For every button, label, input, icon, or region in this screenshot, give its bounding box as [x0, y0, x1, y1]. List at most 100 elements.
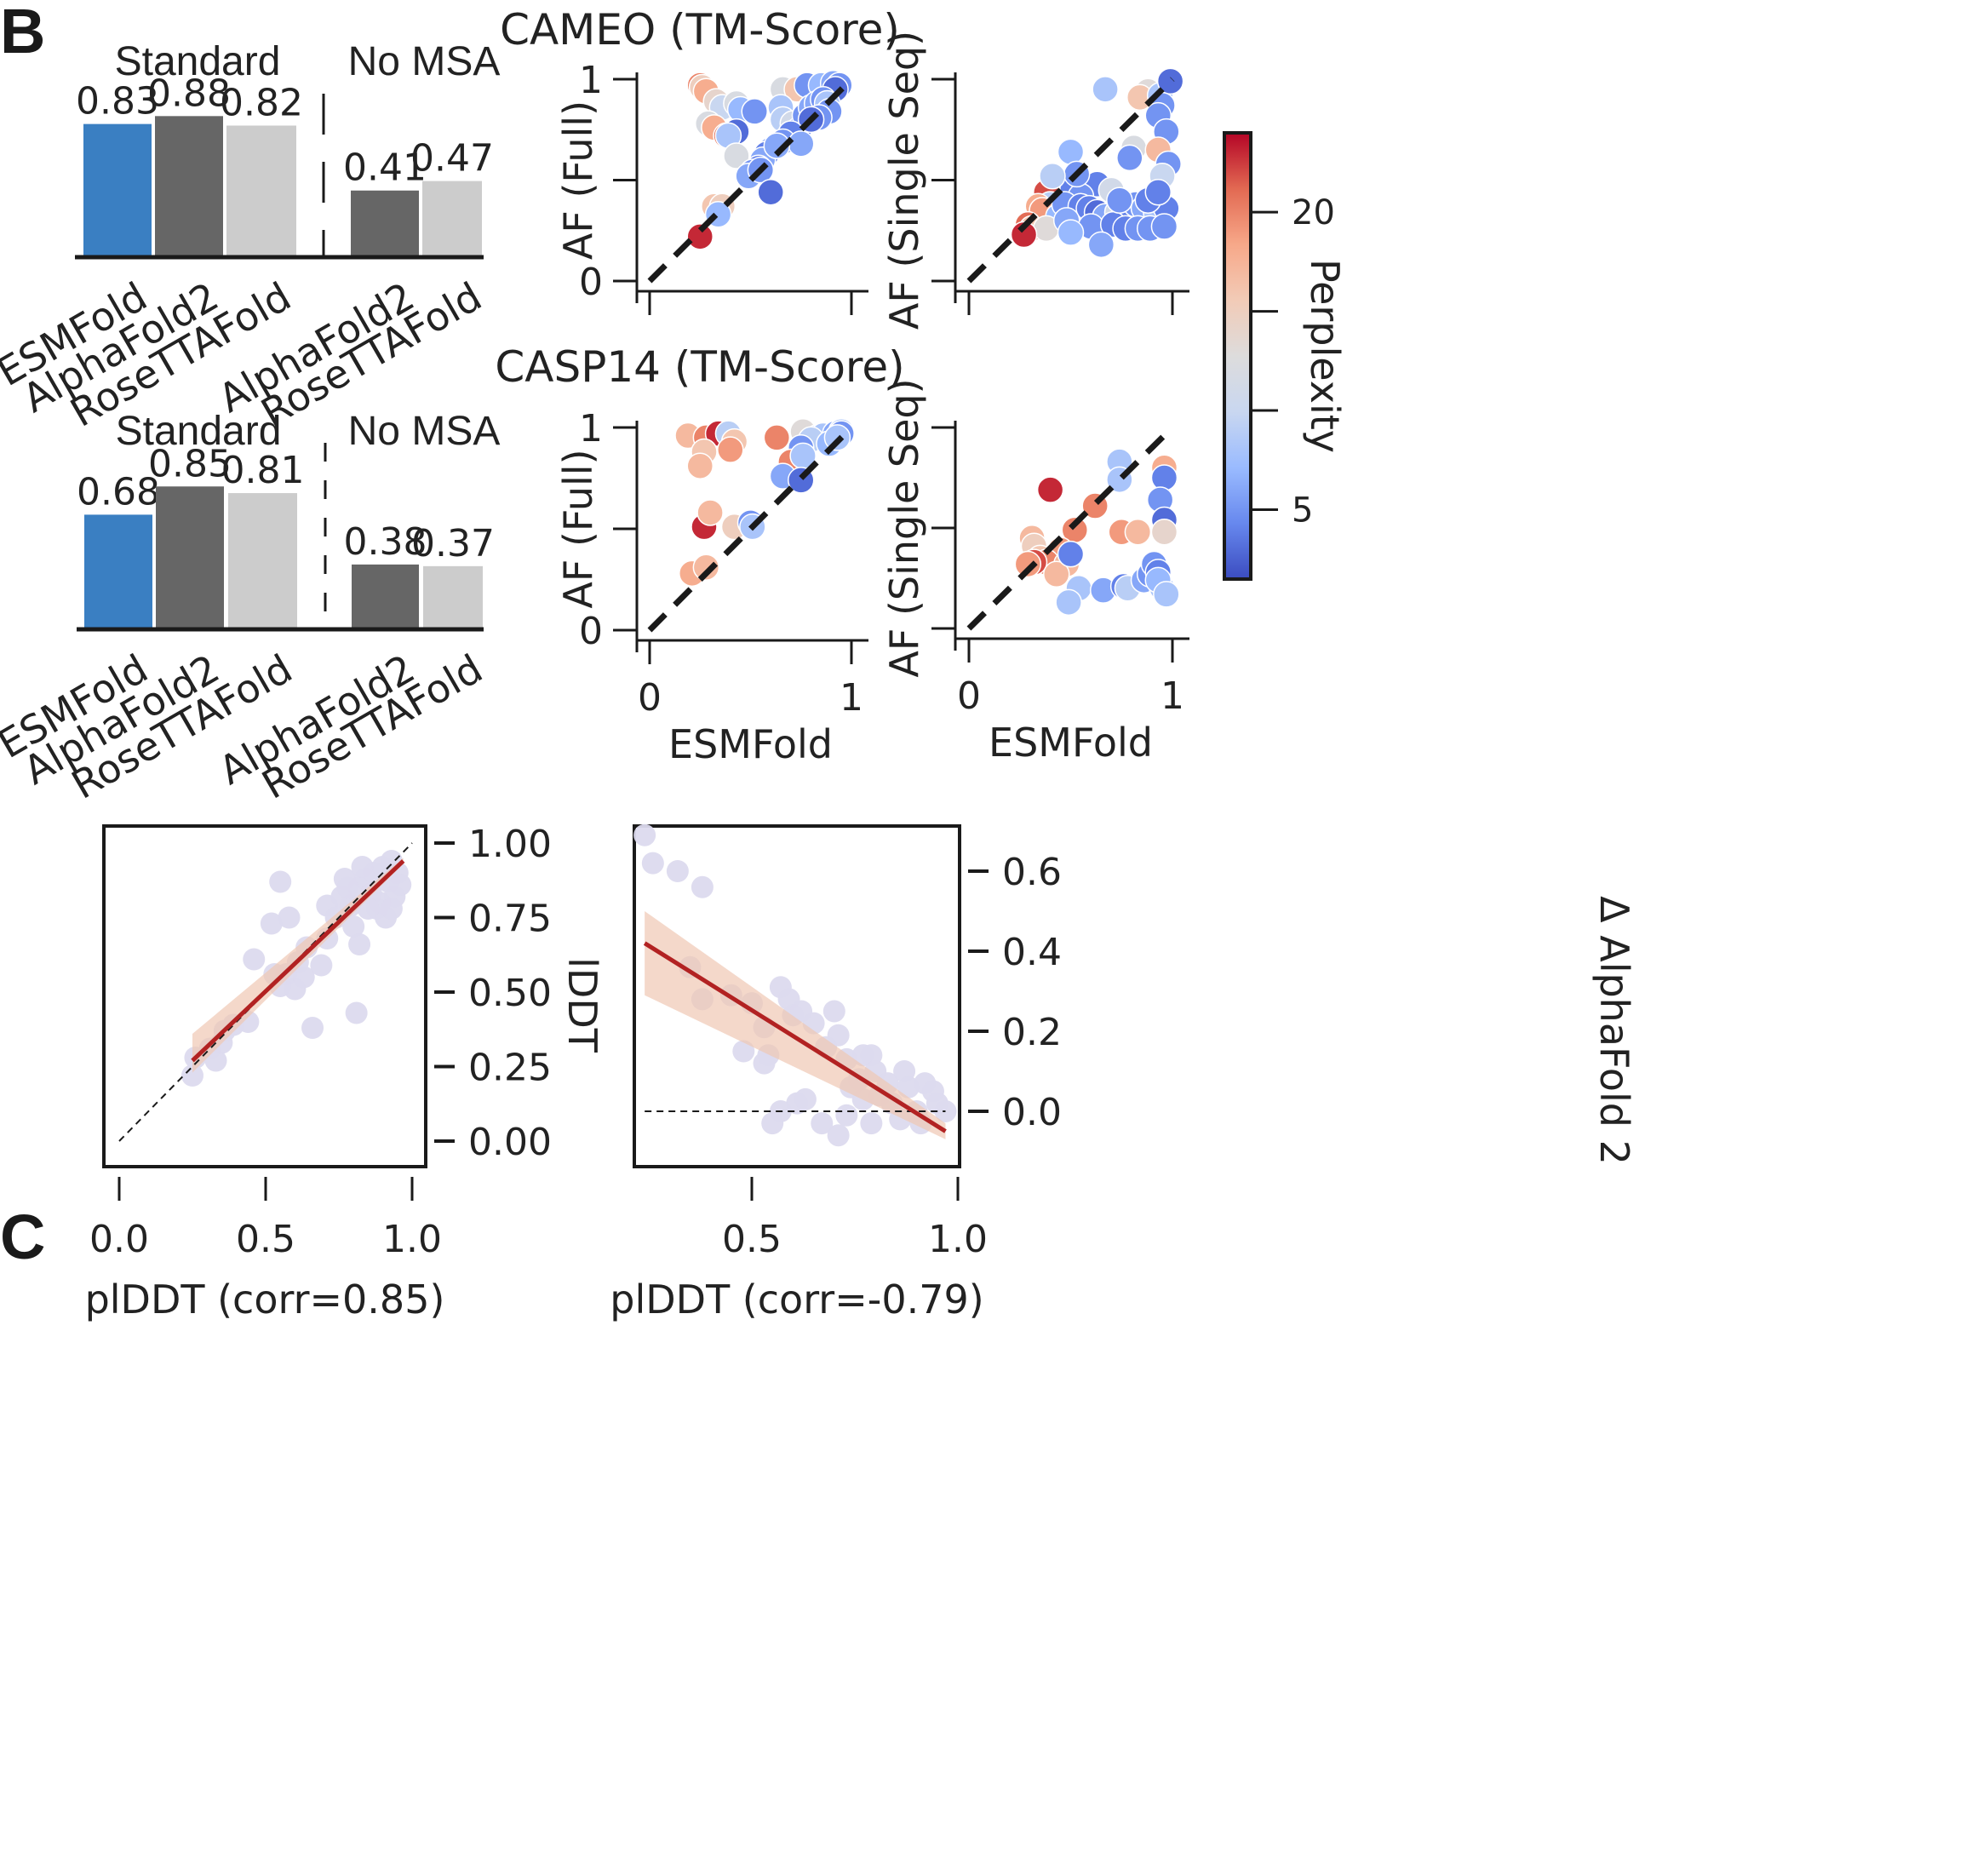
casp14-title: CASP14 (TM-Score) [495, 342, 904, 392]
bar-value-label: 0.88 [147, 72, 231, 115]
y-tick-label: 0.25 [468, 1047, 552, 1090]
bar-value-label: 0.68 [77, 470, 160, 513]
plddt-vs-delta-af2-chart: 0.5 1.0 0.0 0.2 0.4 0.6 plDDT (corr=-0.79) Δ Al… [610, 823, 1637, 1322]
identity-line [647, 77, 854, 284]
x-tick-label: 1.0 [928, 1218, 988, 1261]
data-point [345, 1001, 368, 1024]
x-tick-label: 1.0 [382, 1218, 442, 1261]
bar [84, 514, 152, 628]
data-point [741, 98, 768, 125]
data-point [811, 1112, 834, 1135]
y-axis-label: Δ AlphaFold 2 [1591, 896, 1637, 1165]
identity-line [647, 425, 854, 633]
panel-label-b: B [0, 0, 45, 66]
x-tick-label: 0.5 [236, 1218, 295, 1261]
panel-label-c: C [0, 1202, 45, 1272]
bar [228, 493, 297, 628]
x-axis-label: ESMFold [989, 720, 1153, 766]
data-point [342, 915, 365, 938]
y-tick-label: 0.75 [468, 898, 552, 941]
data-point [827, 1124, 850, 1147]
data-point [278, 906, 301, 929]
y-tick-label: 0.00 [468, 1121, 552, 1164]
data-point [1087, 231, 1115, 259]
data-point [761, 1112, 784, 1135]
group-label: No MSA [348, 39, 501, 84]
group-label: Standard [116, 409, 282, 454]
data-point [1092, 76, 1119, 103]
data-point [860, 1112, 883, 1135]
data-point [1153, 581, 1180, 608]
bar-value-label: 0.85 [148, 442, 232, 485]
data-point [686, 223, 714, 250]
x-tick-label: 0.5 [722, 1218, 782, 1261]
data-point [1010, 221, 1038, 249]
data-point [692, 554, 720, 581]
bar-value-label: 0.81 [221, 449, 305, 492]
colorbar-tick-label: 5 [1292, 491, 1313, 530]
x-axis-label: plDDT (corr=0.85) [85, 1276, 445, 1322]
group-label: No MSA [348, 409, 501, 454]
data-point [633, 823, 656, 846]
y-tick-label: 0 [579, 610, 603, 653]
y-axis-label: AF (Single Seq) [881, 378, 927, 677]
data-point [717, 436, 744, 463]
plot-frame [633, 824, 961, 1168]
data-point [1014, 550, 1042, 578]
data-point [835, 1104, 858, 1127]
data-point [753, 1052, 776, 1075]
data-point [336, 876, 359, 899]
regression-line [643, 941, 947, 1133]
x-tick-label: 0 [957, 674, 981, 718]
bar [422, 181, 482, 255]
colorbar-label: Perplexity [1302, 259, 1348, 453]
data-point [788, 130, 815, 158]
data-point [1055, 588, 1082, 617]
data-point [723, 142, 750, 169]
y-tick-label: 0.2 [1002, 1011, 1062, 1054]
data-point [1057, 138, 1085, 166]
y-axis-label: lDDT [559, 957, 605, 1053]
data-point [822, 1000, 845, 1023]
data-point [1150, 213, 1178, 240]
data-point [696, 499, 724, 526]
data-point [1043, 560, 1070, 588]
data-point [301, 1017, 324, 1039]
x-tick-label: 1 [840, 676, 863, 720]
bar-value-label: 0.41 [343, 146, 427, 190]
data-point [1039, 163, 1066, 190]
y-tick-label: 0.0 [1002, 1091, 1062, 1134]
y-tick-label: 1 [579, 407, 603, 450]
bar-value-label: 0.82 [220, 81, 303, 124]
x-tick-label: 0.0 [89, 1218, 149, 1261]
bar [83, 123, 152, 255]
bar [351, 190, 419, 255]
data-point [641, 852, 664, 875]
identity-line [966, 425, 1175, 631]
y-tick-label: 0.50 [468, 972, 552, 1015]
y-axis-label: AF (Single Seq) [881, 31, 927, 330]
data-point [1150, 518, 1178, 546]
data-point [691, 875, 714, 898]
y-axis-label: AF (Full) [555, 449, 601, 608]
perplexity-colorbar: 20 5 Perplexity [1223, 131, 1348, 581]
y-axis-label: AF (Full) [555, 100, 601, 260]
data-point [1036, 476, 1064, 503]
colorbar-tick-label: 20 [1292, 193, 1335, 232]
bar-value-label: 0.38 [344, 520, 427, 564]
y-tick-label: 0.6 [1002, 851, 1062, 894]
cameo-title: CAMEO (TM-Score) [500, 5, 900, 55]
bar-value-label: 0.37 [411, 522, 495, 565]
data-point [686, 452, 714, 479]
data-point [1116, 144, 1143, 172]
data-point [204, 1049, 227, 1072]
bar-value-label: 0.47 [410, 137, 494, 181]
data-point [1150, 464, 1178, 491]
x-axis-label: plDDT (corr=-0.79) [610, 1276, 983, 1322]
data-point [794, 1087, 817, 1110]
plot-frame [102, 824, 427, 1168]
x-tick-label: 0 [638, 676, 662, 720]
data-point [269, 870, 292, 893]
